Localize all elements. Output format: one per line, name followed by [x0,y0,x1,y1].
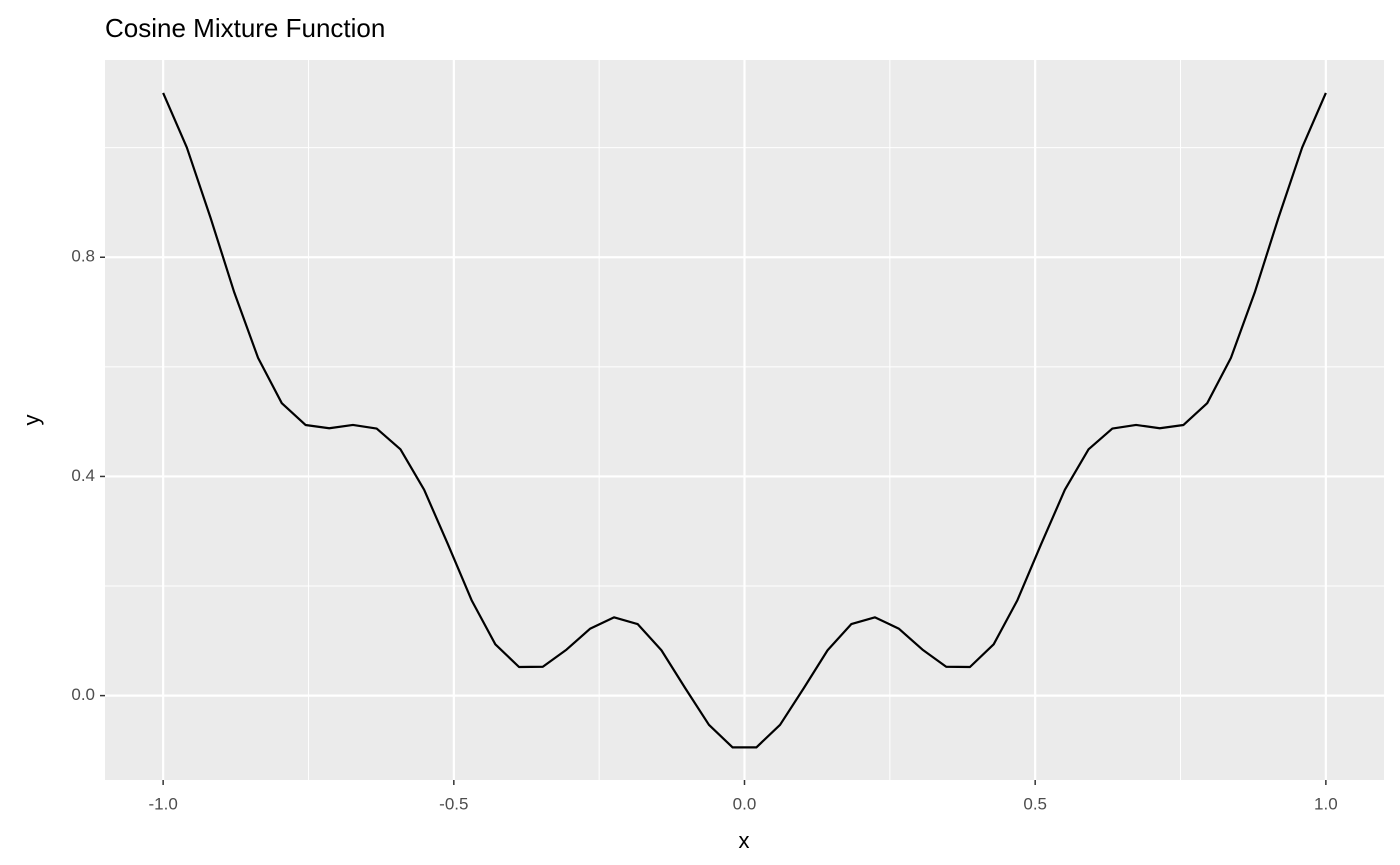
grid [105,60,1384,780]
y-tick-label: 0.8 [71,247,95,266]
y-axis-label: y [19,415,44,426]
x-tick-label: -1.0 [148,794,177,813]
chart-title: Cosine Mixture Function [105,13,385,43]
y-tick-label: 0.0 [71,685,95,704]
x-tick-label: -0.5 [439,794,468,813]
x-tick-label: 0.5 [1023,794,1047,813]
line [162,92,1327,749]
x-axis-label: x [739,828,750,853]
x-tick-label: 1.0 [1314,794,1338,813]
y-tick-label: 0.4 [71,466,95,485]
x-tick-label: 0.0 [733,794,757,813]
